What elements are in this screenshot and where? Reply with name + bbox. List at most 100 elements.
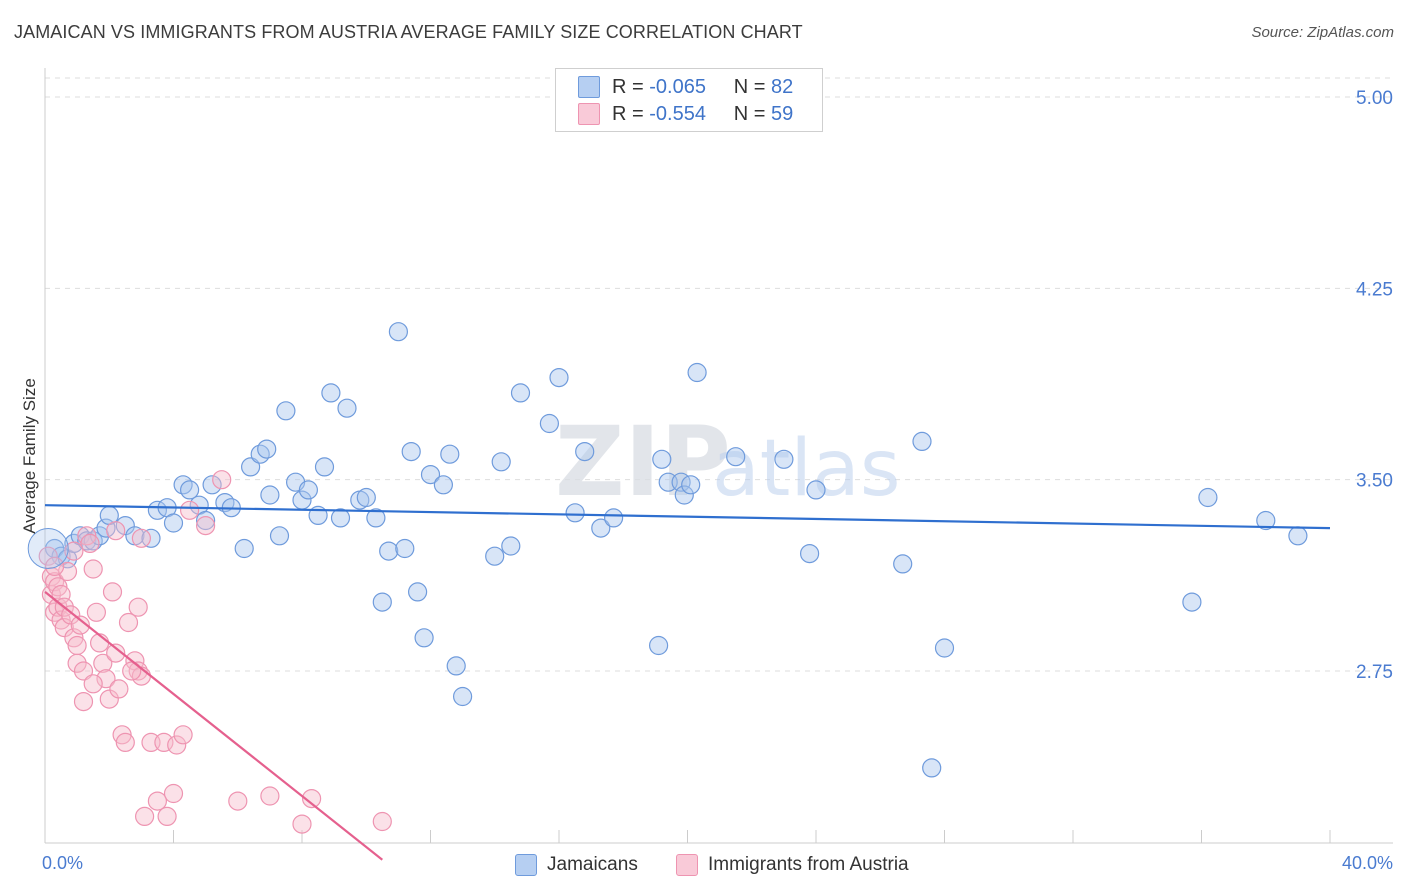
- jamaican-point: [215, 493, 235, 513]
- jamaican-point: [485, 546, 505, 566]
- jamaican-point: [774, 449, 794, 469]
- jamaican-point: [549, 368, 569, 388]
- austria-point: [128, 661, 148, 681]
- correlation-legend: R = -0.065 N = 82 R = -0.554 N = 59: [555, 68, 823, 132]
- austria-point: [73, 691, 94, 712]
- jamaican-point: [726, 447, 746, 467]
- jamaican-point: [234, 538, 254, 559]
- austria-point: [44, 556, 65, 577]
- gridlines: [45, 77, 1393, 672]
- jamaican-point: [681, 475, 701, 495]
- austria-point: [292, 814, 312, 834]
- austria-point: [157, 806, 177, 827]
- jamaican-point: [250, 444, 270, 464]
- austria-point: [147, 791, 167, 811]
- y-tick-label: 5.00: [1356, 88, 1393, 109]
- jamaican-point: [1182, 592, 1202, 612]
- jamaican-point: [652, 449, 672, 469]
- legend-label-austria: Immigrants from Austria: [708, 854, 909, 875]
- jamaican-point: [141, 528, 161, 548]
- austria-point: [44, 602, 65, 622]
- y-axis-label: Average Family Size: [20, 378, 39, 534]
- jamaican-point: [420, 465, 441, 485]
- jamaican-point: [687, 362, 707, 383]
- jamaican-point: [591, 518, 611, 538]
- jamaican-point: [539, 413, 560, 434]
- jamaican-point: [1288, 526, 1308, 546]
- austria-point: [167, 735, 187, 755]
- jamaican-point: [565, 503, 585, 523]
- austria-point: [64, 541, 84, 561]
- jamaican-point: [298, 480, 318, 500]
- y-tick-label: 4.25: [1356, 279, 1393, 300]
- jamaican-point: [1256, 510, 1276, 531]
- jamaican-trend-line: [44, 504, 1331, 530]
- austria-point: [80, 533, 100, 554]
- jamaican-point: [260, 485, 280, 505]
- legend-swatch-blue: [578, 76, 600, 98]
- austria-point: [64, 628, 84, 648]
- x-tick-label: 40.0%: [1342, 853, 1393, 873]
- jamaican-point: [575, 442, 595, 462]
- jamaican-point: [1198, 487, 1218, 508]
- jamaican-point: [799, 543, 820, 564]
- austria-point: [109, 679, 129, 699]
- jamaican-point: [276, 401, 296, 421]
- legend-n-label: N =: [733, 102, 766, 125]
- jamaican-point: [330, 508, 351, 528]
- axes: [44, 68, 1393, 844]
- chart-source: Source: ZipAtlas.com: [1251, 24, 1394, 41]
- legend-label-jamaicans: Jamaicans: [547, 854, 638, 875]
- trend-lines: [44, 504, 1331, 861]
- jamaican-point: [408, 582, 428, 602]
- legend-item-jamaicans[interactable]: Jamaicans: [515, 852, 638, 878]
- jamaican-point: [314, 457, 335, 477]
- watermark-zip: ZIP: [555, 406, 731, 518]
- y-tick-label: 3.50: [1356, 471, 1393, 492]
- legend-n-label: N =: [733, 75, 766, 98]
- jamaican-point: [446, 656, 466, 676]
- jamaican-point: [501, 536, 521, 556]
- jamaican-point: [440, 444, 460, 464]
- jamaican-point: [379, 541, 399, 561]
- legend-r-label: R =: [612, 102, 644, 125]
- jamaican-point: [491, 452, 511, 472]
- legend-item-austria[interactable]: Immigrants from Austria: [676, 852, 909, 878]
- austria-point: [67, 653, 87, 673]
- jamaican-point: [163, 513, 184, 533]
- jamaican-point: [674, 485, 694, 505]
- legend-swatch-austria: [676, 854, 698, 876]
- chart-title: JAMAICAN VS IMMIGRANTS FROM AUSTRIA AVER…: [14, 22, 803, 42]
- jamaican-point: [388, 322, 408, 342]
- jamaican-point: [372, 592, 392, 612]
- austria-point: [96, 669, 116, 689]
- legend-swatch-jamaicans: [515, 854, 537, 876]
- jamaican-point: [395, 538, 415, 559]
- austria-point: [228, 791, 248, 811]
- data-points: [27, 322, 1308, 834]
- jamaican-point: [401, 442, 421, 462]
- x-tick-label: 0.0%: [42, 853, 83, 873]
- legend-n-value: 82: [771, 75, 794, 98]
- jamaican-point: [115, 515, 135, 536]
- austria-point: [106, 521, 126, 541]
- legend-r-value: -0.065: [649, 75, 706, 98]
- austria-point: [54, 617, 74, 638]
- jamaican-point: [337, 398, 357, 418]
- watermark: ZIP atlas: [555, 406, 901, 518]
- austria-point: [38, 546, 58, 566]
- jamaican-point: [806, 480, 826, 500]
- jamaican-point: [173, 475, 193, 495]
- austria-trend-line: [44, 591, 383, 861]
- jamaican-point: [510, 383, 531, 403]
- austria-point: [135, 806, 155, 827]
- austria-point: [73, 661, 94, 681]
- austria-point: [131, 528, 151, 548]
- jamaican-point: [922, 758, 942, 778]
- austria-point: [128, 597, 148, 617]
- austria-point: [83, 559, 103, 579]
- jamaican-point: [180, 480, 200, 500]
- jamaican-point: [196, 510, 216, 531]
- austria-point: [61, 605, 81, 625]
